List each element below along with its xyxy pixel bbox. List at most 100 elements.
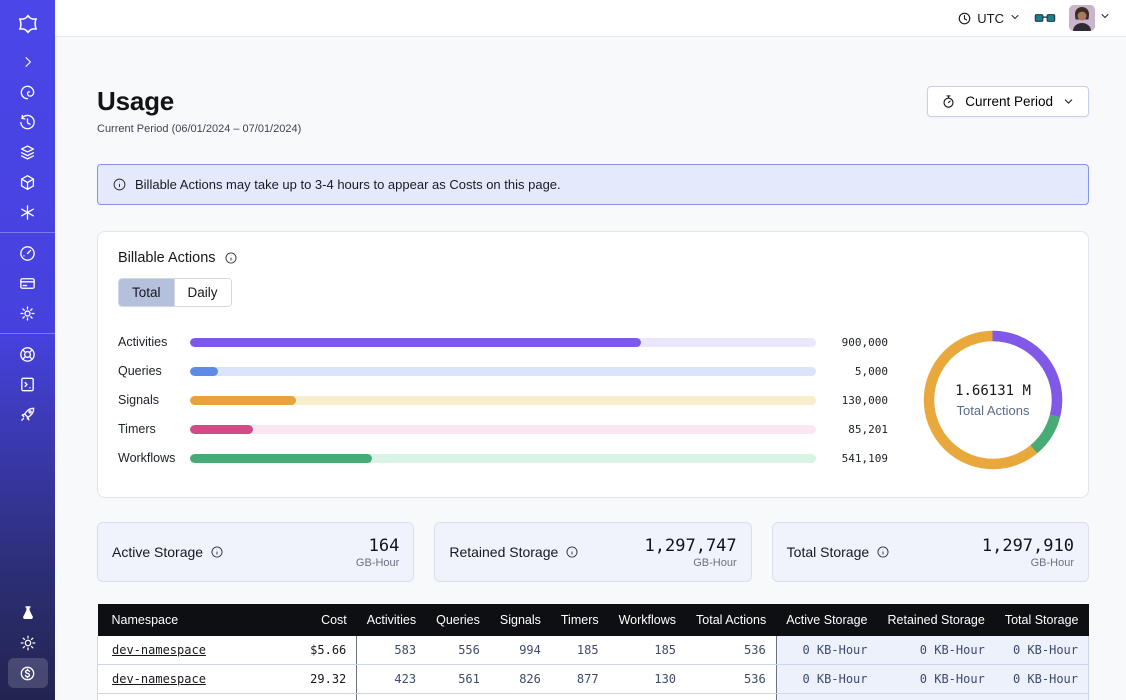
col-header-signals[interactable]: Signals <box>489 604 551 636</box>
timezone-selector[interactable]: UTC <box>957 11 1021 26</box>
info-icon[interactable] <box>224 251 238 265</box>
bar-value: 5,000 <box>854 364 888 378</box>
total-actions-label: Total Actions <box>956 402 1030 418</box>
bar-fill <box>190 366 219 376</box>
sidebar <box>0 0 55 700</box>
cube-icon <box>20 174 35 190</box>
sidebar-item-usage-billing-active[interactable] <box>7 658 48 688</box>
cell-cost: 29.32 <box>292 664 357 694</box>
support-lifebuoy-icon <box>20 346 35 362</box>
col-header-namespace[interactable]: Namespace <box>97 604 293 636</box>
namespace-link[interactable]: dev-namespace <box>112 672 206 686</box>
cell-total-actions: 536 <box>686 636 777 665</box>
bar-row-workflows: Workflows 541,109 <box>118 451 888 466</box>
cell-workflows: 185 <box>608 636 687 665</box>
lab-flask-icon <box>22 606 33 620</box>
total-storage-value: 1,297,910 <box>981 535 1074 556</box>
bar-label: Timers <box>118 422 156 436</box>
bar-value: 130,000 <box>841 393 888 407</box>
cell-queries: 536 <box>426 693 490 700</box>
cell-queries: 556 <box>426 636 490 665</box>
cell-signals: 994 <box>489 636 551 665</box>
donut-svg <box>923 330 1063 470</box>
total-storage-unit: GB-Hour <box>1030 556 1074 569</box>
cell-activities: 583 <box>356 636 427 665</box>
col-header-cost[interactable]: Cost <box>292 604 357 636</box>
period-selector-button[interactable]: Current Period <box>927 86 1089 117</box>
cell-active-storage: 0 KB-Hour <box>775 693 878 700</box>
cell-total-actions: 536 <box>686 664 777 694</box>
account-chevron <box>1099 9 1111 27</box>
cell-retained-storage: 0 KB-Hour <box>877 693 995 700</box>
sidebar-item-theme[interactable] <box>8 628 48 658</box>
sidebar-item-nexus[interactable] <box>8 167 48 197</box>
col-header-timers[interactable]: Timers <box>550 604 609 636</box>
sidebar-section-help <box>0 333 55 434</box>
docs-book-icon <box>21 377 34 391</box>
col-header-active-storage[interactable]: Active Storage <box>776 604 878 636</box>
cell-signals: 826 <box>489 664 551 694</box>
namespace-usage-table: Namespace Cost Activities Queries Signal… <box>97 604 1089 700</box>
sidebar-item-deployments[interactable] <box>8 137 48 167</box>
bar-label: Workflows <box>118 451 176 465</box>
sidebar-item-billing[interactable] <box>8 268 48 298</box>
total-storage-label: Total Storage <box>786 544 870 560</box>
bar-track <box>190 337 816 347</box>
cell-workflows: 130 <box>608 664 687 694</box>
account-menu[interactable] <box>1069 5 1111 31</box>
sidebar-item-batch[interactable] <box>8 197 48 227</box>
sidebar-item-settings[interactable] <box>8 298 48 328</box>
billable-actions-card: Billable Actions Total Daily Activities … <box>97 231 1089 498</box>
rocket-icon <box>21 407 35 421</box>
billable-actions-title: Billable Actions <box>118 250 216 266</box>
cell-retained-storage: 0 KB-Hour <box>877 664 995 694</box>
sidebar-item-support[interactable] <box>8 339 48 369</box>
bar-row-queries: Queries 5,000 <box>118 364 888 379</box>
info-icon <box>112 177 127 192</box>
col-header-workflows[interactable]: Workflows <box>608 604 687 636</box>
active-storage-value-group: 164 GB-Hour <box>356 536 399 569</box>
sidebar-item-labs[interactable] <box>8 598 48 628</box>
page-title: Usage <box>97 86 175 116</box>
info-icon[interactable] <box>565 545 579 559</box>
chevron-down-icon <box>1064 99 1073 104</box>
cell-cost: $3.35 <box>292 693 357 700</box>
namespace-link[interactable]: dev-namespace <box>112 643 206 657</box>
retained-storage-label: Retained Storage <box>449 544 559 560</box>
cell-workflows: 600 <box>608 693 687 700</box>
sidebar-spacer <box>0 434 55 593</box>
retained-storage-value-group: 1,297,747 GB-Hour <box>645 536 737 569</box>
tab-daily[interactable]: Daily <box>173 279 231 306</box>
theme-sun-icon <box>20 635 35 651</box>
chevron-right-icon <box>24 57 31 67</box>
sidebar-item-schedules[interactable] <box>8 107 48 137</box>
bar-value: 85,201 <box>848 422 888 436</box>
retained-storage-card: Retained Storage 1,297,747 GB-Hour <box>434 522 752 582</box>
temporal-logo[interactable] <box>8 5 48 43</box>
bar-track <box>190 395 816 405</box>
col-header-total-actions[interactable]: Total Actions <box>686 604 777 636</box>
tab-total[interactable]: Total <box>119 279 174 306</box>
bar-row-activities: Activities 900,000 <box>118 335 888 350</box>
col-header-queries[interactable]: Queries <box>426 604 490 636</box>
col-header-total-storage[interactable]: Total Storage <box>994 604 1089 636</box>
bar-label: Signals <box>118 393 159 407</box>
col-header-retained-storage[interactable]: Retained Storage <box>877 604 995 636</box>
dollar-coin-icon <box>20 666 35 680</box>
feedback-glasses-button[interactable] <box>1034 10 1056 26</box>
info-icon[interactable] <box>210 545 224 559</box>
col-header-activities[interactable]: Activities <box>356 604 427 636</box>
sidebar-section-account <box>0 232 55 333</box>
sidebar-item-usage[interactable] <box>8 238 48 268</box>
info-icon[interactable] <box>876 545 890 559</box>
sidebar-item-namespaces[interactable] <box>8 77 48 107</box>
topbar: UTC <box>55 0 1126 37</box>
sidebar-item-getting-started[interactable] <box>8 399 48 429</box>
stopwatch-icon <box>943 95 954 108</box>
cell-activities: 423 <box>356 664 427 694</box>
temporal-logo-icon <box>18 14 37 34</box>
cell-timers: 816 <box>550 693 609 700</box>
sidebar-item-expand[interactable] <box>8 47 48 77</box>
chevron-down-icon <box>1101 14 1109 18</box>
sidebar-item-docs[interactable] <box>8 369 48 399</box>
